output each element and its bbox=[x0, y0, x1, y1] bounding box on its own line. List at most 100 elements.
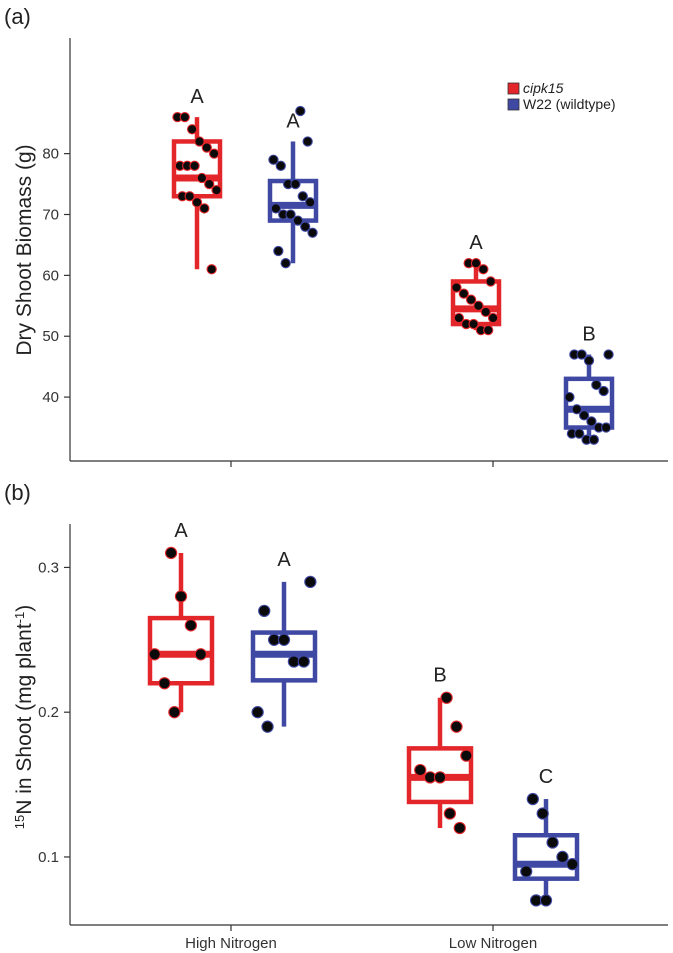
data-point bbox=[480, 306, 491, 318]
data-point bbox=[184, 619, 198, 632]
data-point bbox=[206, 264, 217, 275]
data-point bbox=[304, 197, 316, 208]
data-point bbox=[450, 720, 463, 733]
data-point bbox=[468, 318, 479, 330]
data-point bbox=[211, 185, 222, 196]
data-point bbox=[453, 312, 465, 324]
box-high-nitrogen-cipk15: A bbox=[147, 520, 215, 719]
panel-b-ylabel-end: ) bbox=[13, 605, 36, 612]
data-point bbox=[280, 258, 291, 269]
panel-a-boxes: A A A B bbox=[171, 86, 615, 445]
data-point bbox=[302, 136, 313, 147]
data-point bbox=[556, 850, 569, 864]
panel-b: (b) 15N in Shoot (mg plant-1) 0.10.20.3 … bbox=[4, 480, 668, 952]
panel-a-legend: cipk15 W22 (wildtype) bbox=[507, 80, 616, 112]
data-point bbox=[574, 428, 585, 439]
data-point bbox=[168, 706, 181, 719]
data-point bbox=[433, 771, 447, 784]
data-point bbox=[258, 604, 271, 618]
box-high-nitrogen-w22: A bbox=[267, 105, 319, 269]
box-high-nitrogen-cipk15: A bbox=[171, 86, 223, 275]
panel-a-ytick-label: 60 bbox=[42, 267, 59, 284]
significance-letter: A bbox=[469, 232, 483, 254]
panel-b-boxes: A A B C bbox=[147, 520, 580, 907]
data-point bbox=[174, 590, 188, 603]
data-point bbox=[465, 294, 477, 305]
xtick-label: Low Nitrogen bbox=[449, 935, 537, 952]
data-point bbox=[485, 276, 496, 287]
data-point bbox=[458, 288, 469, 299]
significance-letter: A bbox=[286, 110, 300, 132]
data-point bbox=[268, 154, 279, 165]
data-point bbox=[277, 633, 291, 646]
panel-a-ytick-label: 40 bbox=[42, 389, 59, 406]
data-point bbox=[603, 349, 614, 360]
data-point bbox=[470, 258, 482, 269]
data-point bbox=[304, 575, 317, 589]
data-point bbox=[208, 148, 220, 159]
box-high-nitrogen-w22: A bbox=[250, 549, 318, 733]
data-point bbox=[536, 807, 549, 820]
data-point bbox=[194, 136, 205, 147]
data-point bbox=[591, 379, 602, 391]
panel-a-ytick-label: 50 bbox=[42, 328, 59, 345]
panel-b-ylabel-sup: 15 bbox=[12, 815, 27, 829]
data-point bbox=[483, 324, 494, 336]
significance-letter: A bbox=[174, 520, 188, 542]
data-point bbox=[520, 865, 533, 878]
panel-b-ytick-label: 0.3 bbox=[38, 559, 59, 576]
data-point bbox=[460, 749, 473, 762]
panel-b-ylabel: 15N in Shoot (mg plant-1) bbox=[12, 605, 36, 829]
data-point bbox=[273, 245, 284, 257]
data-point bbox=[179, 111, 190, 123]
data-point bbox=[158, 677, 171, 690]
panel-b-label: (b) bbox=[4, 480, 31, 505]
data-point bbox=[300, 221, 311, 232]
data-point bbox=[186, 124, 198, 135]
legend-swatch-cipk15 bbox=[507, 82, 520, 95]
data-point bbox=[440, 691, 453, 704]
legend-label-w22: W22 (wildtype) bbox=[523, 96, 616, 112]
data-point bbox=[443, 807, 457, 820]
box-low-nitrogen-cipk15: A bbox=[450, 232, 502, 336]
data-point bbox=[564, 391, 575, 403]
data-point bbox=[451, 282, 462, 293]
data-point bbox=[270, 203, 282, 214]
panel-b-y-ticks: 0.1 0.2 0.3 bbox=[38, 559, 70, 866]
data-point bbox=[473, 300, 484, 311]
data-point bbox=[600, 422, 612, 433]
data-point bbox=[571, 404, 582, 415]
data-point bbox=[189, 160, 200, 171]
data-point bbox=[292, 215, 304, 226]
panel-a-y-ticks: 40 50 60 70 80 bbox=[42, 146, 494, 467]
data-point bbox=[201, 142, 212, 153]
significance-letter: A bbox=[277, 549, 291, 571]
box-low-nitrogen-w22: C bbox=[512, 766, 580, 907]
data-point bbox=[307, 227, 318, 238]
data-point bbox=[194, 648, 207, 661]
data-point bbox=[583, 355, 595, 366]
data-point bbox=[598, 385, 609, 397]
data-point bbox=[295, 105, 306, 117]
significance-letter: B bbox=[433, 665, 446, 687]
data-point bbox=[566, 858, 579, 871]
panel-b-ytick-label: 0.2 bbox=[38, 704, 59, 721]
panel-a-ytick-label: 80 bbox=[42, 146, 59, 163]
data-point bbox=[285, 209, 296, 220]
significance-letter: C bbox=[539, 766, 553, 788]
data-point bbox=[539, 894, 553, 907]
data-point bbox=[453, 821, 466, 835]
data-point bbox=[261, 720, 274, 733]
panel-a-label: (a) bbox=[4, 4, 31, 29]
significance-letter: A bbox=[190, 86, 204, 108]
data-point bbox=[546, 836, 559, 849]
panel-b-ytick-label: 0.1 bbox=[38, 849, 59, 866]
data-point bbox=[275, 160, 286, 171]
data-point bbox=[526, 792, 539, 806]
data-point bbox=[578, 410, 590, 421]
data-point bbox=[196, 172, 208, 184]
data-point bbox=[184, 191, 195, 202]
data-point bbox=[251, 706, 264, 719]
